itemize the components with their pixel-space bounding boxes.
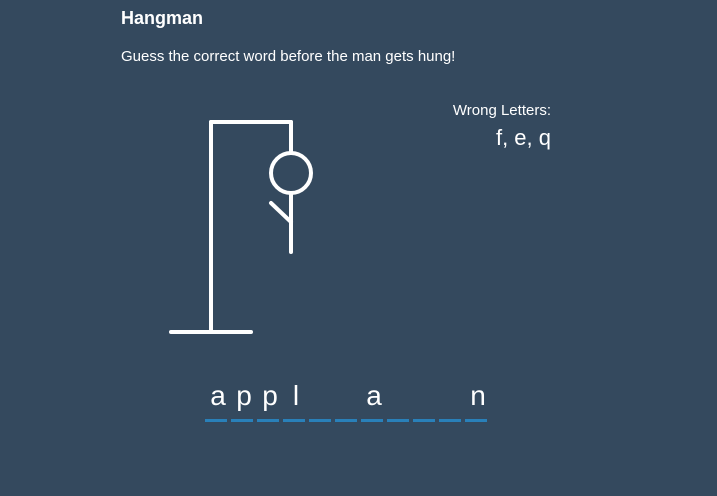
hangman-left-arm	[269, 201, 293, 224]
word-letter-slot	[439, 378, 465, 422]
word-letter-slot: a	[361, 378, 387, 422]
game-subtitle: Guess the correct word before the man ge…	[121, 48, 456, 65]
hangman-head	[269, 151, 313, 195]
word-letter-slot	[309, 378, 335, 422]
word-letter-slot: n	[465, 378, 491, 422]
word-letter-slot	[387, 378, 413, 422]
word-letter-slot: a	[205, 378, 231, 422]
word-letter-slot: p	[231, 378, 257, 422]
wrong-letters-panel: Wrong Letters: f, e, q	[453, 102, 551, 151]
word-letter-slot	[413, 378, 439, 422]
game-title: Hangman	[121, 8, 204, 28]
word-letter-slot: p	[257, 378, 283, 422]
wrong-letters-list: f, e, q	[495, 125, 551, 150]
word-letter-slot	[335, 378, 361, 422]
wrong-letters-label: Wrong Letters:	[452, 102, 551, 119]
word-letter-slot: l	[283, 378, 309, 422]
